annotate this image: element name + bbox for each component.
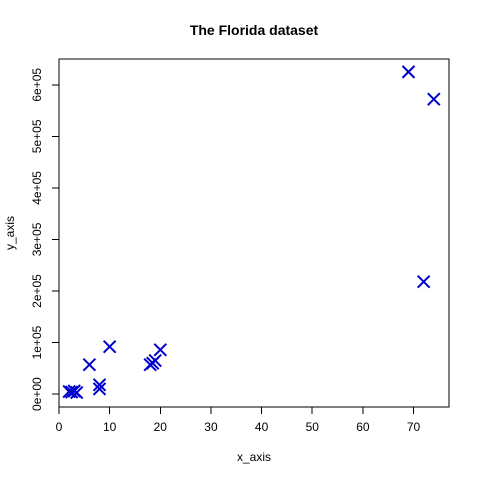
points-layer	[63, 66, 440, 399]
y-tick-label: 4e+05	[30, 171, 44, 205]
x-tick-label: 40	[255, 420, 269, 434]
y-tick-label: 1e+05	[30, 325, 44, 359]
plot-frame	[59, 59, 449, 407]
chart-title: The Florida dataset	[190, 22, 319, 38]
data-point	[154, 344, 166, 356]
data-point	[104, 341, 116, 353]
y-axis: 0e+00 1e+05 2e+05 3e+05 4e+05 5e+05 6e+05	[30, 68, 59, 411]
x-tick-label: 10	[103, 420, 117, 434]
x-tick-label: 0	[56, 420, 63, 434]
y-tick-label: 3e+05	[30, 222, 44, 256]
y-tick-label: 6e+05	[30, 68, 44, 102]
y-axis-label: y_axis	[3, 216, 17, 250]
x-tick-label: 30	[204, 420, 218, 434]
x-axis-label: x_axis	[237, 450, 271, 464]
x-tick-label: 70	[407, 420, 421, 434]
data-point	[428, 93, 440, 105]
data-point	[418, 276, 430, 288]
data-point	[402, 66, 414, 78]
x-tick-label: 60	[356, 420, 370, 434]
data-point	[83, 359, 95, 371]
y-tick-label: 0e+00	[30, 377, 44, 411]
y-tick-label: 2e+05	[30, 274, 44, 308]
y-tick-label: 5e+05	[30, 119, 44, 153]
x-tick-label: 20	[154, 420, 168, 434]
x-tick-label: 50	[306, 420, 320, 434]
x-axis: 0 10 20 30 40 50 60 70	[56, 407, 421, 434]
